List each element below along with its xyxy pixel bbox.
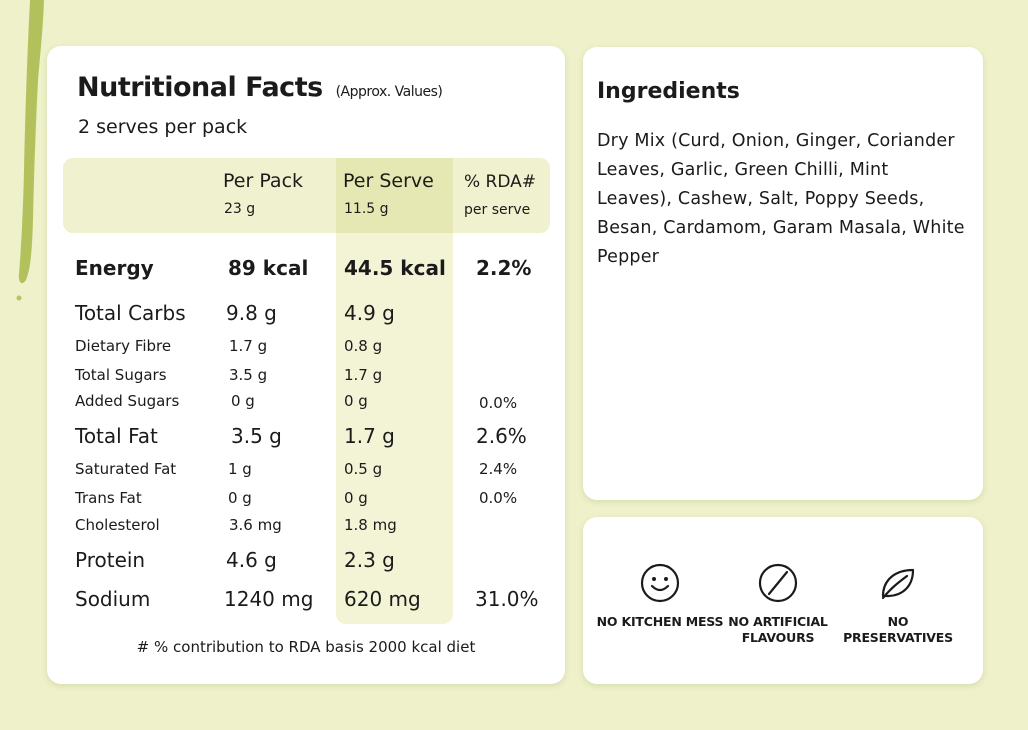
row-per-pack: 3.6 mg [229,516,282,534]
col-sub-per-pack: 23 g [224,201,256,217]
row-per-serve: 2.3 g [344,548,395,572]
col-sub-per-serve: 11.5 g [344,201,389,217]
ingredients-list: Dry Mix (Curd, Onion, Ginger, Coriander … [597,131,965,267]
row-per-pack: 1 g [228,460,252,478]
row-per-pack: 4.6 g [226,548,277,572]
row-name: Total Carbs [75,301,186,325]
row-rda: 31.0% [475,587,539,611]
nutrition-title: Nutritional Facts (Approx. Values) [77,72,443,103]
row-per-pack: 3.5 g [231,424,282,448]
claims-card: NO KITCHEN MESS NO ARTIFICIAL FLAVOURS N… [583,517,983,684]
col-header-per-pack: Per Pack [223,170,304,192]
row-name: Protein [75,548,146,572]
row-name: Cholesterol [75,516,160,534]
ingredients-title: Ingredients [597,79,740,104]
row-per-serve: 0.5 g [344,460,383,478]
row-per-pack: 0 g [228,489,252,507]
row-per-pack: 3.5 g [229,366,268,384]
row-rda: 2.2% [476,256,532,280]
sauce-drip-decoration [16,0,44,301]
badge-label: NO ARTIFICIAL FLAVOURS [728,614,828,645]
row-rda: 0.0% [479,489,518,507]
row-rda: 0.0% [479,394,518,412]
row-per-serve: 0.8 g [344,337,383,355]
row-name: Trans Fat [75,489,142,507]
row-name: Added Sugars [75,392,180,410]
col-sub-rda: per serve [464,202,531,218]
row-per-pack: 1240 mg [224,587,314,611]
row-per-serve: 0 g [344,392,368,410]
col-header-rda: % RDA# [464,172,537,192]
badge-no-preservatives: NO PRESERVATIVES [833,562,963,646]
smiley-icon [640,563,680,603]
row-rda: 2.6% [476,424,527,448]
nutrition-card: Nutritional Facts (Approx. Values) 2 ser… [47,46,565,684]
row-per-serve: 1.7 g [344,424,395,448]
nutrition-title-text: Nutritional Facts [77,72,323,103]
badge-label: NO KITCHEN MESS [596,614,724,629]
serves-per-pack: 2 serves per pack [78,116,248,138]
badge-label: NO PRESERVATIVES [843,614,953,645]
row-name: Energy [75,256,154,280]
ingredients-card: Ingredients Dry Mix (Curd, Onion, Ginger… [583,47,983,500]
row-per-serve: 44.5 kcal [344,256,446,280]
leaf-icon [881,568,915,600]
row-per-pack: 1.7 g [229,337,268,355]
row-per-serve: 1.7 g [344,366,383,384]
row-per-pack: 0 g [231,392,255,410]
row-per-serve: 4.9 g [344,301,395,325]
rda-footnote: # % contribution to RDA basis 2000 kcal … [136,638,476,656]
badge-no-artificial-flavours: NO ARTIFICIAL FLAVOURS [713,562,843,646]
row-name: Saturated Fat [75,460,177,478]
row-name: Total Sugars [75,366,167,384]
prohibited-icon [758,563,798,603]
per-serve-header-highlight [336,158,453,233]
badge-no-kitchen-mess: NO KITCHEN MESS [595,562,725,630]
row-per-serve: 1.8 mg [344,516,397,534]
row-name: Sodium [75,587,151,611]
approx-values-note: (Approx. Values) [335,84,443,100]
row-per-pack: 9.8 g [226,301,277,325]
row-name: Dietary Fibre [75,337,172,355]
col-header-per-serve: Per Serve [343,170,434,192]
per-serve-column-highlight [336,158,453,624]
row-per-pack: 89 kcal [228,256,309,280]
row-rda: 2.4% [479,460,518,478]
row-per-serve: 0 g [344,489,368,507]
row-name: Total Fat [75,424,158,448]
row-per-serve: 620 mg [344,587,421,611]
table-header-band [63,158,550,233]
